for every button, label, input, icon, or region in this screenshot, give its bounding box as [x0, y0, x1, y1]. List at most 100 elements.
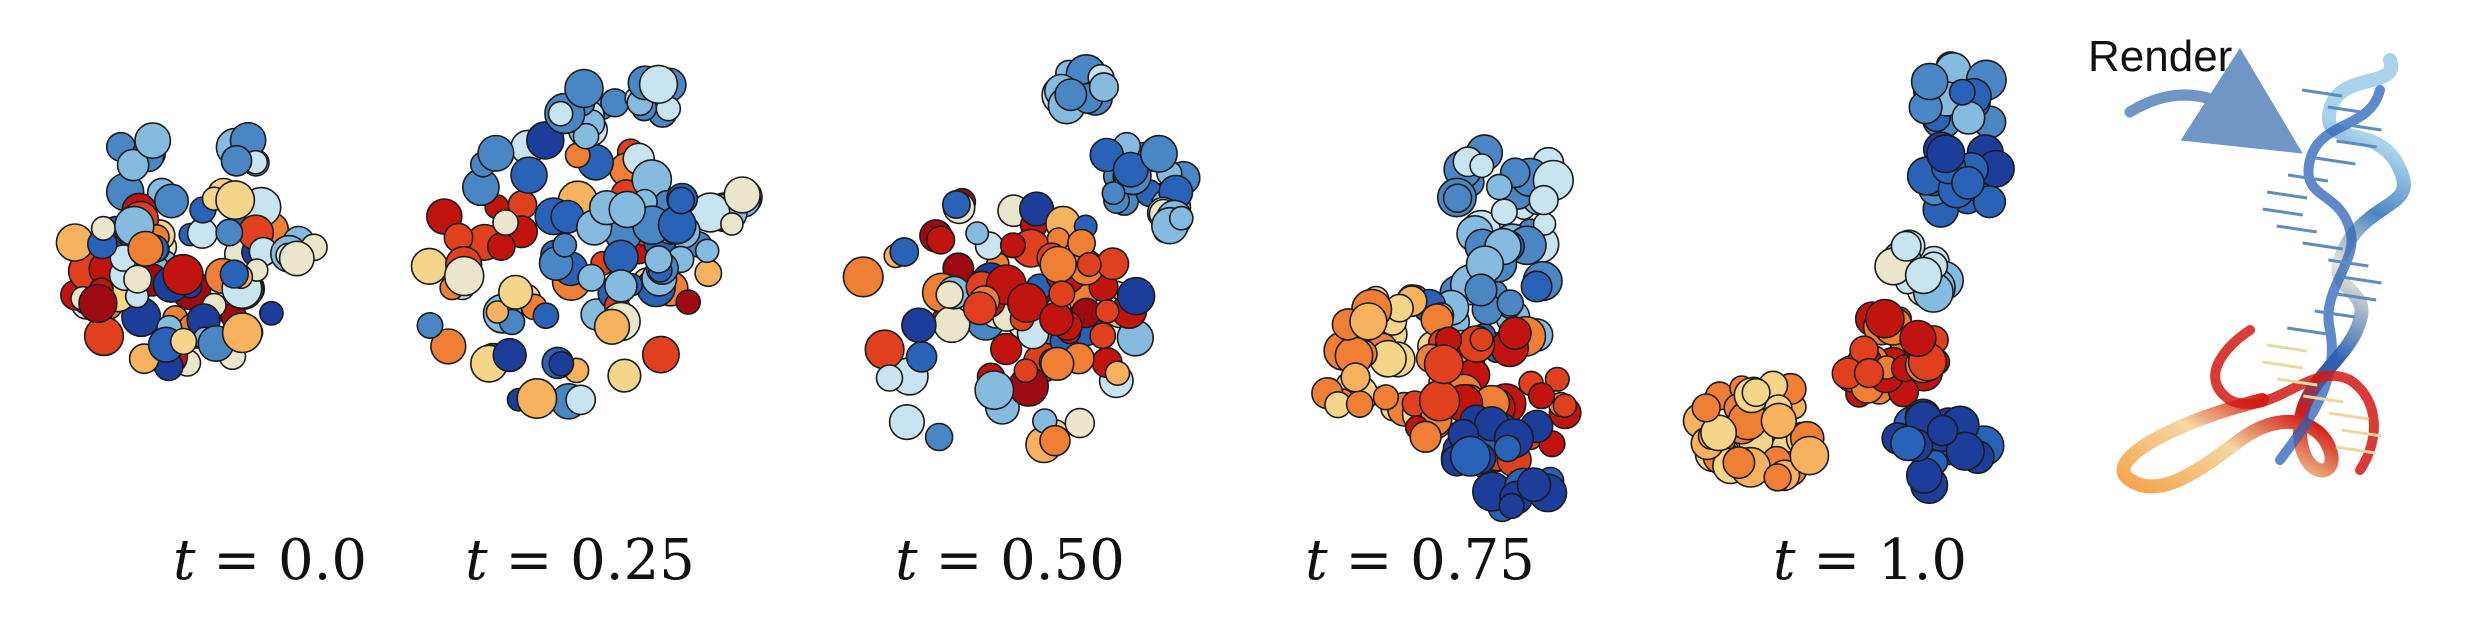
atom-sphere — [1469, 327, 1494, 352]
atom-sphere — [1442, 183, 1473, 213]
atom-sphere — [608, 190, 647, 229]
base-pair-rung — [2303, 394, 2344, 404]
atom-sphere — [941, 190, 971, 220]
base-pair-rung — [2262, 360, 2304, 370]
base-pair-rung — [2328, 411, 2370, 421]
structure-frame-t10 — [1682, 51, 2015, 505]
atom-sphere — [577, 263, 606, 292]
structure-frame-t0 — [55, 121, 328, 382]
atom-sphere — [1409, 420, 1442, 453]
atom-sphere — [926, 225, 956, 255]
atom-sphere — [1423, 344, 1464, 385]
atom-sphere — [492, 337, 527, 373]
atom-sphere — [989, 332, 1023, 366]
atom-sphere — [1088, 72, 1119, 103]
atom-sphere — [1789, 435, 1830, 476]
atom-sphere — [221, 312, 263, 354]
atom-sphere — [1691, 393, 1721, 423]
atom-sphere — [1904, 256, 1943, 295]
atom-sphere — [720, 212, 744, 236]
atom-sphere — [1345, 390, 1374, 419]
atom-sphere — [593, 308, 631, 345]
atom-sphere — [219, 259, 250, 289]
atom-sphere — [1496, 289, 1525, 317]
atom-sphere — [278, 240, 315, 277]
atom-sphere — [600, 88, 630, 118]
atom-sphere — [1853, 357, 1885, 389]
atom-sphere — [1520, 270, 1553, 303]
atom-sphere — [723, 176, 761, 214]
atom-sphere — [1890, 230, 1922, 262]
atom-sphere — [1112, 151, 1149, 188]
structure-frame-t025 — [410, 64, 763, 420]
atom-sphere — [864, 329, 905, 370]
atom-sphere — [1464, 273, 1498, 307]
atom-sphere — [1527, 382, 1556, 410]
base-pair-rung — [2335, 445, 2377, 455]
time-label-1: t = 0.25 — [465, 528, 695, 593]
base-pair-rung — [2341, 122, 2382, 132]
atom-sphere — [638, 64, 679, 105]
atom-sphere — [1493, 434, 1522, 463]
atom-sphere — [1498, 316, 1532, 351]
atom-sphere — [1006, 282, 1048, 324]
atom-sphere — [962, 291, 998, 326]
atom-sphere — [564, 68, 604, 109]
atom-sphere — [1926, 134, 1966, 174]
atom-sphere — [675, 289, 702, 315]
atom-sphere — [875, 364, 904, 392]
atom-sphere — [430, 328, 467, 365]
base-pair-rung — [2314, 309, 2356, 319]
atom-sphere — [1516, 467, 1552, 503]
base-pair-rung — [2341, 275, 2382, 285]
base-pair-rung — [2327, 105, 2369, 115]
atom-sphere — [410, 247, 449, 285]
atom-sphere — [492, 209, 520, 237]
atom-sphere — [485, 300, 510, 324]
base-pair-rung — [2341, 428, 2382, 438]
atom-sphere — [154, 183, 190, 219]
base-pair-rung — [2302, 241, 2343, 251]
atom-sphere — [644, 245, 673, 274]
atom-sphere — [1076, 251, 1102, 278]
atom-sphere — [116, 148, 150, 182]
atom-sphere — [888, 404, 926, 441]
atom-sphere — [889, 237, 920, 267]
atom-sphere — [1951, 100, 1986, 135]
base-pair-rung — [2266, 343, 2308, 353]
atom-sphere — [1449, 435, 1491, 477]
atom-sphere — [1013, 358, 1039, 384]
atom-sphere — [220, 144, 253, 177]
base-pair-rung — [2276, 224, 2317, 234]
atom-sphere — [416, 311, 444, 339]
atom-sphere — [1104, 360, 1131, 387]
atom-sphere — [547, 100, 574, 127]
backbone-ribbon — [2116, 53, 2411, 494]
atom-sphere — [1095, 298, 1120, 324]
base-pair-rung — [2301, 88, 2343, 98]
base-pair-rung — [2262, 207, 2303, 217]
time-label-0: t = 0.0 — [172, 528, 368, 593]
atom-sphere — [127, 230, 164, 268]
atom-sphere — [965, 221, 990, 246]
atom-sphere — [667, 186, 696, 215]
atom-sphere — [901, 307, 937, 344]
atom-sphere — [1485, 173, 1513, 201]
base-pair-rung — [2336, 139, 2377, 149]
atom-sphere — [974, 370, 1015, 411]
atom-sphere — [1760, 402, 1798, 439]
atom-sphere — [548, 350, 575, 377]
atom-sphere — [1951, 165, 1985, 200]
atom-sphere — [1116, 276, 1156, 316]
atom-sphere — [1054, 78, 1088, 112]
atom-sphere — [999, 232, 1027, 259]
atom-sphere — [1096, 247, 1130, 281]
atom-sphere — [258, 300, 284, 326]
atom-sphere — [486, 232, 516, 262]
base-pair-rung — [2287, 173, 2329, 183]
structure-frame-t050 — [842, 53, 1201, 464]
atom-sphere — [694, 238, 720, 264]
atom-sphere — [123, 264, 153, 294]
atom-sphere — [516, 377, 558, 419]
atom-sphere — [1948, 78, 1976, 106]
